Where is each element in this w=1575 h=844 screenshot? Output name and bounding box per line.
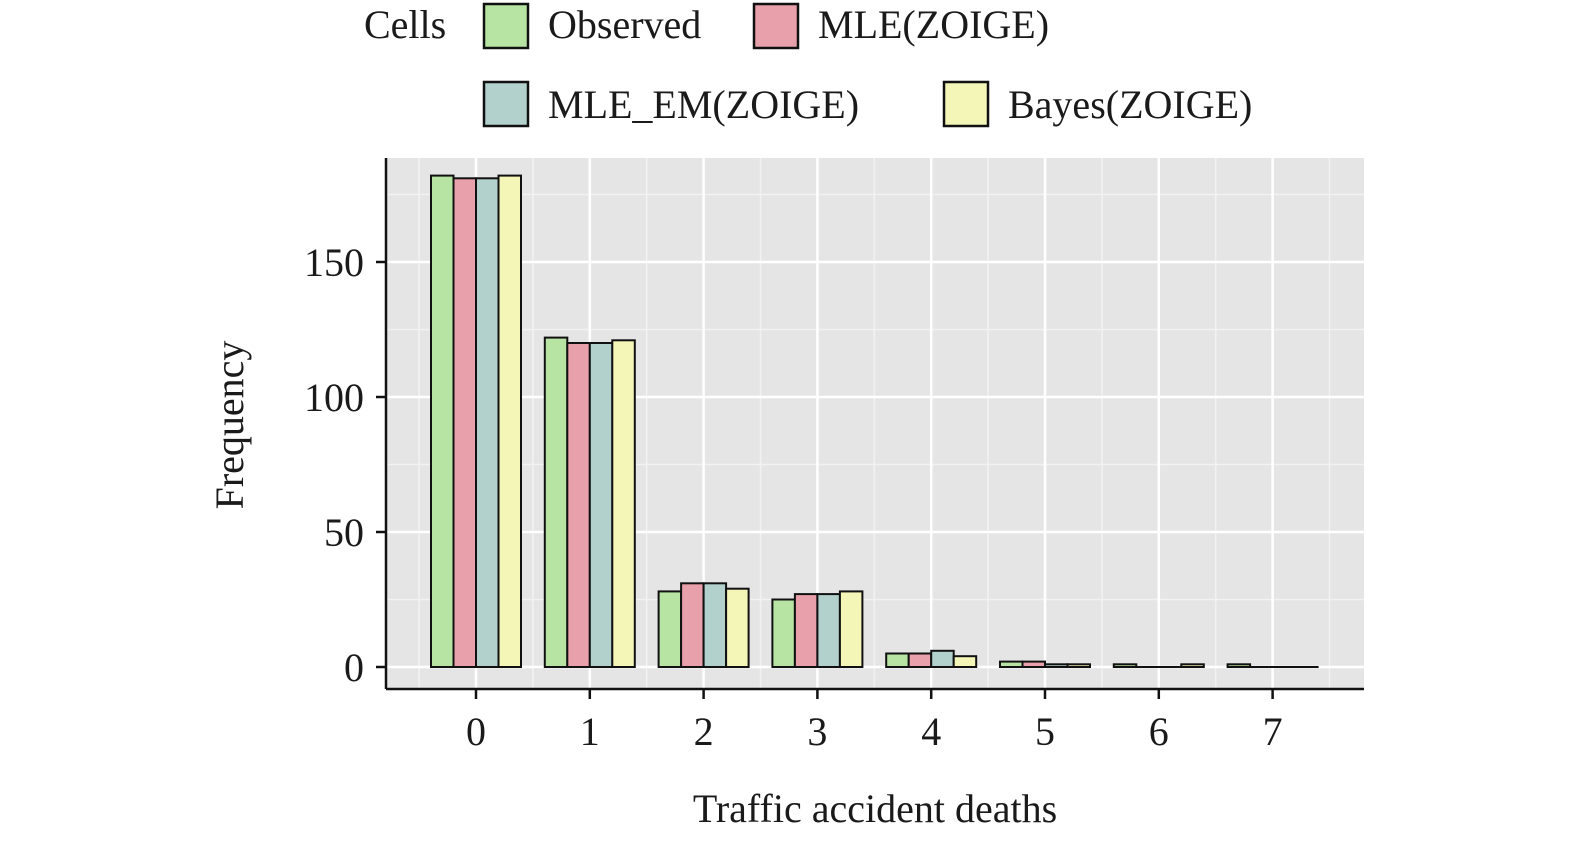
x-tick-label: 7 — [1263, 709, 1283, 754]
bar-mle-em-zoige--2 — [702, 582, 728, 668]
bar-bayes-zoige--6 — [1180, 663, 1205, 668]
y-tick-label: 100 — [304, 375, 364, 420]
x-tick-label: 4 — [921, 709, 941, 754]
bars — [430, 174, 1319, 669]
legend-label-mle-em-zoige: MLE_EM(ZOIGE) — [548, 82, 859, 127]
y-tick-label: 0 — [344, 645, 364, 690]
legend-key-bayes-zoige — [942, 80, 990, 128]
minor-gridlines — [386, 158, 1364, 689]
y-tick-label: 50 — [324, 510, 364, 555]
bar-mle-em-zoige--3 — [816, 593, 841, 668]
x-tick-label: 2 — [694, 709, 714, 754]
bar-bayes-zoige--0 — [497, 174, 522, 668]
bar-bayes-zoige--2 — [725, 587, 750, 669]
x-axis-title: Traffic accident deaths — [693, 786, 1057, 831]
bar-bayes-zoige--4 — [952, 655, 978, 669]
bar-bayes-zoige--3 — [838, 590, 864, 669]
legend-key-observed — [482, 2, 530, 50]
bar-observed-7 — [1226, 663, 1252, 668]
bar-observed-2 — [657, 590, 683, 669]
legend-key-mle-zoige — [752, 2, 800, 50]
legend: Cells Observed MLE(ZOIGE) MLE_EM(ZOIGE) Bay… — [364, 2, 1252, 128]
bar-observed-1 — [543, 336, 569, 668]
legend-key-mle-em-zoige — [482, 80, 530, 128]
bar-observed-5 — [999, 660, 1024, 668]
bar-mle-em-zoige--1 — [588, 342, 614, 668]
x-tick-label: 1 — [580, 709, 600, 754]
bar-observed-0 — [430, 174, 455, 668]
x-tick-label: 5 — [1035, 709, 1055, 754]
bar-bayes-zoige--1 — [611, 339, 636, 668]
bar-observed-6 — [1112, 663, 1138, 668]
bar-observed-4 — [885, 652, 910, 668]
bar-mle-zoige--3 — [793, 593, 819, 668]
bar-mle-zoige--5 — [1021, 660, 1046, 668]
axes — [376, 158, 1364, 699]
legend-label-bayes-zoige: Bayes(ZOIGE) — [1008, 82, 1252, 127]
bar-observed-3 — [771, 598, 796, 668]
bar-mle-zoige--4 — [907, 652, 933, 668]
bar-mle-em-zoige--4 — [930, 649, 955, 668]
bar-mle-zoige--0 — [452, 177, 477, 669]
bar-mle-em-zoige--0 — [475, 177, 500, 669]
bar-mle-zoige--2 — [680, 582, 705, 668]
bar-bayes-zoige--5 — [1066, 663, 1091, 668]
tick-labels: 0 50 100 150 0 1 2 3 4 5 6 7 — [304, 240, 1283, 754]
bar-mle-em-zoige--5 — [1044, 663, 1069, 668]
x-tick-label: 6 — [1149, 709, 1169, 754]
y-tick-label: 150 — [304, 240, 364, 285]
legend-label-mle-zoige: MLE(ZOIGE) — [818, 2, 1049, 47]
x-tick-label: 3 — [807, 709, 827, 754]
x-tick-label: 0 — [466, 709, 486, 754]
legend-title: Cells — [364, 2, 446, 47]
legend-label-observed: Observed — [548, 2, 701, 47]
bar-mle-zoige--1 — [566, 342, 591, 668]
y-axis-title: Frequency — [207, 341, 252, 510]
